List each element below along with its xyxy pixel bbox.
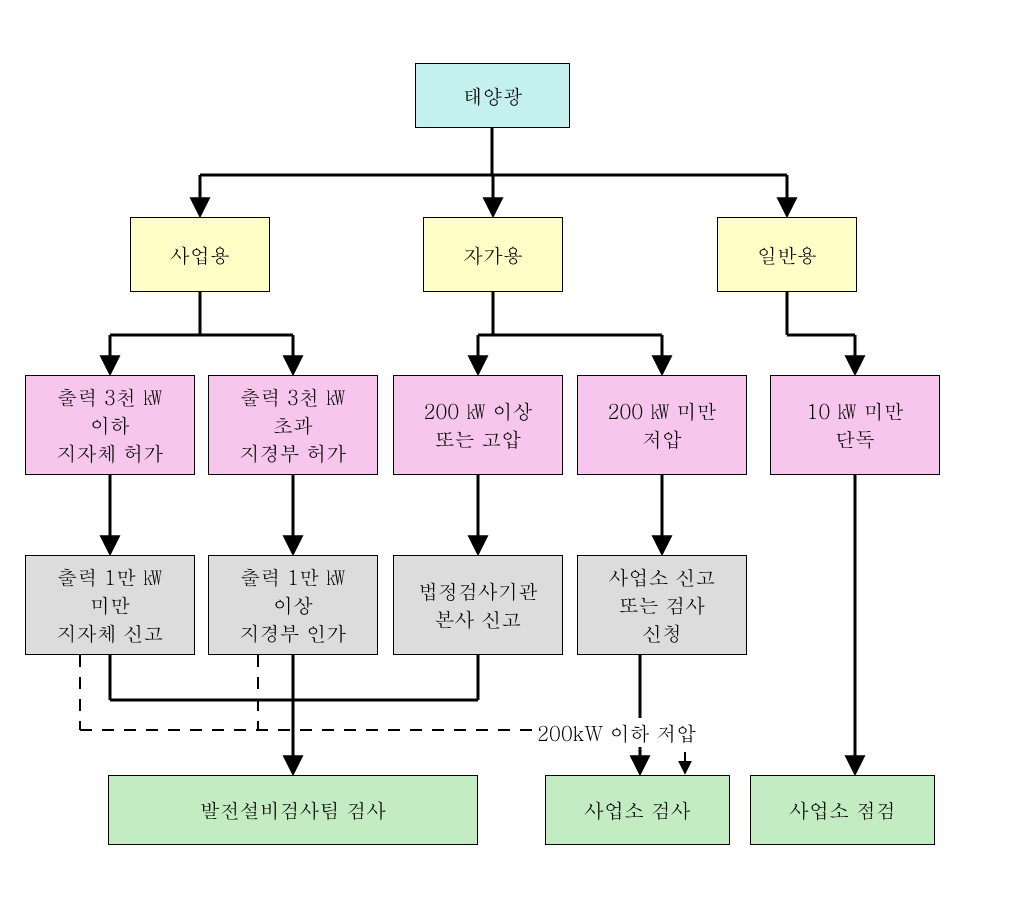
node-p5: 10 ㎾ 미만 단독: [770, 375, 940, 475]
node-g1: 출력 1만 ㎾ 미만 지자체 신고: [25, 555, 195, 655]
node-g2: 출력 1만 ㎾ 이상 지경부 인가: [208, 555, 378, 655]
node-p4: 200 ㎾ 미만 저압: [577, 375, 747, 475]
node-p3: 200 ㎾ 이상 또는 고압: [393, 375, 563, 475]
node-biz: 사업용: [130, 217, 270, 292]
node-g4: 사업소 신고 또는 검사 신청: [577, 555, 747, 655]
node-root: 태양광: [415, 63, 570, 128]
node-gen: 일반용: [717, 217, 857, 292]
node-p1: 출력 3천 ㎾ 이하 지자체 허가: [25, 375, 195, 475]
node-f1: 발전설비검사팀 검사: [108, 775, 478, 845]
node-f3: 사업소 점검: [750, 775, 935, 845]
node-p2: 출력 3천 ㎾ 초과 지경부 허가: [208, 375, 378, 475]
node-g3: 법정검사기관 본사 신고: [393, 555, 563, 655]
node-f2: 사업소 검사: [545, 775, 730, 845]
edge-label-200kw: 200kW 이하 저압: [537, 718, 696, 747]
node-self: 자가용: [423, 217, 563, 292]
